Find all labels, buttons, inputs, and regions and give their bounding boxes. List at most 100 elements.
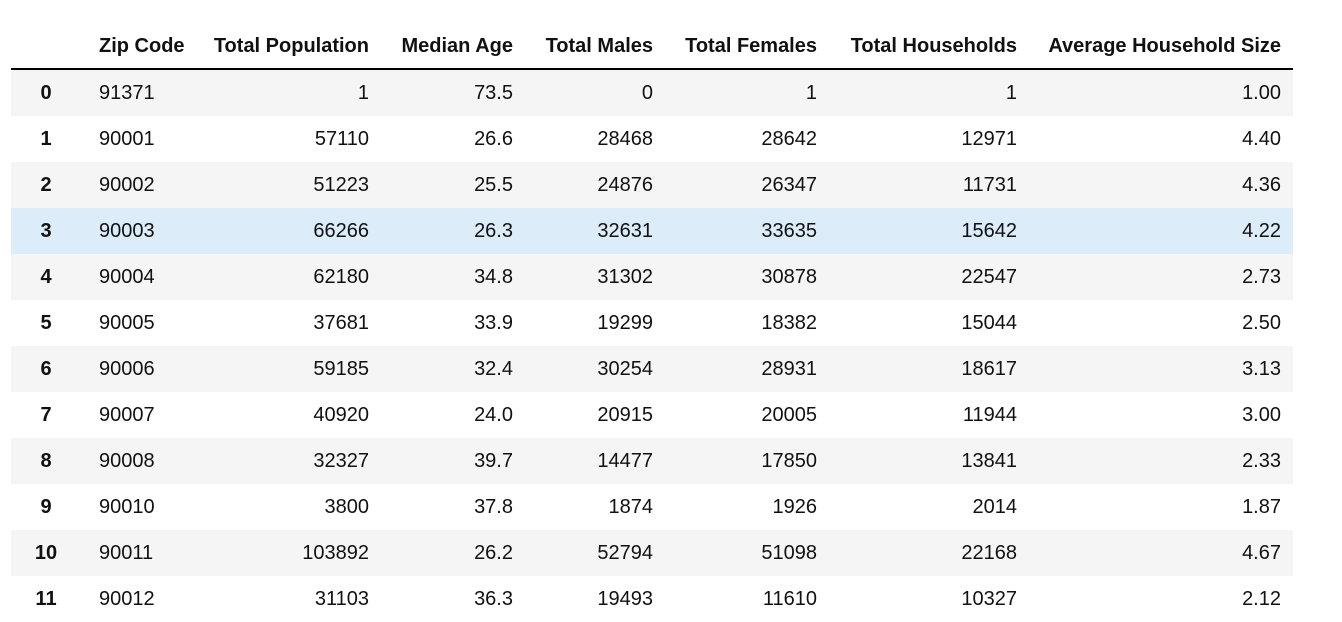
cell-median-age: 39.7 xyxy=(474,449,513,472)
cell-average-household-size: 4.67 xyxy=(1242,541,1281,564)
table-row: 4 90004 62180 34.8 31302 30878 22547 2.73 xyxy=(11,254,1293,300)
table-row: 0 91371 1 73.5 0 1 1 1.00 xyxy=(11,69,1293,116)
cell-total-females: 18382 xyxy=(761,311,817,334)
cell-total-population: 3800 xyxy=(324,495,370,518)
cell-zip-code: 91371 xyxy=(99,81,155,104)
header-index xyxy=(11,24,81,70)
header-median-age: Median Age xyxy=(381,24,525,70)
cell-total-households: 22168 xyxy=(961,541,1017,564)
cell-median-age: 26.2 xyxy=(474,541,513,564)
table-row: 5 90005 37681 33.9 19299 18382 15044 2.50 xyxy=(11,300,1293,346)
cell-median-age: 26.6 xyxy=(474,127,513,150)
cell-zip-code: 90008 xyxy=(99,449,155,472)
row-index: 4 xyxy=(40,265,52,288)
cell-total-males: 52794 xyxy=(597,541,653,564)
cell-zip-code: 90001 xyxy=(99,127,155,150)
cell-total-males: 30254 xyxy=(597,357,653,380)
cell-total-females: 26347 xyxy=(761,173,817,196)
cell-total-females: 33635 xyxy=(761,219,817,242)
cell-zip-code: 90006 xyxy=(99,357,155,380)
cell-average-household-size: 2.50 xyxy=(1242,311,1281,334)
cell-total-males: 0 xyxy=(641,81,653,104)
cell-average-household-size: 2.12 xyxy=(1242,587,1281,610)
cell-median-age: 37.8 xyxy=(474,495,513,518)
cell-total-females: 11610 xyxy=(762,587,817,610)
cell-zip-code: 90002 xyxy=(99,173,155,196)
cell-total-population: 57110 xyxy=(314,127,369,150)
cell-median-age: 25.5 xyxy=(474,173,513,196)
cell-total-females: 30878 xyxy=(761,265,817,288)
cell-total-males: 24876 xyxy=(597,173,653,196)
cell-average-household-size: 3.13 xyxy=(1242,357,1281,380)
cell-total-males: 1874 xyxy=(608,495,654,518)
table-row: 7 90007 40920 24.0 20915 20005 11944 3.00 xyxy=(11,392,1293,438)
header-total-females: Total Females xyxy=(665,24,829,70)
header-total-males: Total Males xyxy=(525,24,665,70)
row-index: 3 xyxy=(40,219,52,242)
row-index: 5 xyxy=(40,311,52,334)
row-index: 6 xyxy=(40,357,52,380)
cell-total-males: 32631 xyxy=(597,219,653,242)
header-zip-code: Zip Code xyxy=(81,24,193,70)
cell-median-age: 24.0 xyxy=(474,403,513,426)
cell-zip-code: 90007 xyxy=(99,403,155,426)
table-row: 9 90010 3800 37.8 1874 1926 2014 1.87 xyxy=(11,484,1293,530)
cell-total-households: 1 xyxy=(1005,81,1017,104)
row-index: 9 xyxy=(40,495,52,518)
cell-total-households: 18617 xyxy=(961,357,1017,380)
cell-total-females: 28642 xyxy=(761,127,817,150)
cell-total-population: 59185 xyxy=(313,357,369,380)
cell-total-population: 40920 xyxy=(313,403,369,426)
cell-median-age: 32.4 xyxy=(474,357,513,380)
row-index: 10 xyxy=(34,541,58,564)
row-index: 2 xyxy=(40,173,52,196)
row-index: 0 xyxy=(40,81,52,104)
cell-average-household-size: 2.33 xyxy=(1242,449,1281,472)
cell-average-household-size: 1.87 xyxy=(1242,495,1281,518)
cell-total-males: 28468 xyxy=(597,127,653,150)
cell-total-population: 62180 xyxy=(313,265,369,288)
cell-total-males: 19299 xyxy=(597,311,653,334)
header-total-households: Total Households xyxy=(829,24,1029,70)
cell-total-households: 11944 xyxy=(962,403,1017,426)
cell-average-household-size: 4.40 xyxy=(1242,127,1281,150)
table-row: 6 90006 59185 32.4 30254 28931 18617 3.13 xyxy=(11,346,1293,392)
cell-total-females: 28931 xyxy=(761,357,817,380)
cell-total-population: 32327 xyxy=(313,449,369,472)
row-index: 11 xyxy=(35,587,57,610)
cell-total-population: 37681 xyxy=(313,311,369,334)
row-index: 1 xyxy=(40,127,52,150)
cell-total-population: 103892 xyxy=(302,541,369,564)
cell-average-household-size: 4.36 xyxy=(1242,173,1281,196)
table-row: 10 90011 103892 26.2 52794 51098 22168 4.67 xyxy=(11,530,1293,576)
cell-zip-code: 90011 xyxy=(99,541,154,564)
cell-total-households: 15642 xyxy=(961,219,1017,242)
row-index: 8 xyxy=(40,449,52,472)
cell-median-age: 26.3 xyxy=(474,219,513,242)
cell-average-household-size: 2.73 xyxy=(1242,265,1281,288)
cell-total-households: 13841 xyxy=(961,449,1017,472)
cell-total-females: 1 xyxy=(805,81,817,104)
cell-total-households: 15044 xyxy=(961,311,1017,334)
cell-total-population: 51223 xyxy=(313,173,369,196)
table-row: 11 90012 31103 36.3 19493 11610 10327 2.12 xyxy=(11,576,1293,622)
cell-total-males: 14477 xyxy=(597,449,653,472)
table-header: Zip Code Total Population Median Age Tot… xyxy=(11,24,1293,70)
table-row: 3 90003 66266 26.3 32631 33635 15642 4.22 xyxy=(11,208,1293,254)
cell-zip-code: 90004 xyxy=(99,265,155,288)
cell-total-households: 2014 xyxy=(972,495,1018,518)
header-total-population: Total Population xyxy=(193,24,381,70)
cell-total-population: 1 xyxy=(357,81,369,104)
cell-median-age: 34.8 xyxy=(474,265,513,288)
table-row: 8 90008 32327 39.7 14477 17850 13841 2.33 xyxy=(11,438,1293,484)
cell-total-households: 12971 xyxy=(961,127,1017,150)
cell-median-age: 73.5 xyxy=(474,81,513,104)
dataframe-output: Zip Code Total Population Median Age Tot… xyxy=(11,24,1293,622)
table-body: 0 91371 1 73.5 0 1 1 1.00 1 90001 57110 26.6 28468 28… xyxy=(11,69,1293,622)
header-average-household-size: Average Household Size xyxy=(1029,24,1293,70)
dataframe-table: Zip Code Total Population Median Age Tot… xyxy=(11,24,1293,622)
cell-zip-code: 90005 xyxy=(99,311,155,334)
cell-median-age: 33.9 xyxy=(474,311,513,334)
cell-zip-code: 90010 xyxy=(99,495,155,518)
table-row: 2 90002 51223 25.5 24876 26347 11731 4.36 xyxy=(11,162,1293,208)
